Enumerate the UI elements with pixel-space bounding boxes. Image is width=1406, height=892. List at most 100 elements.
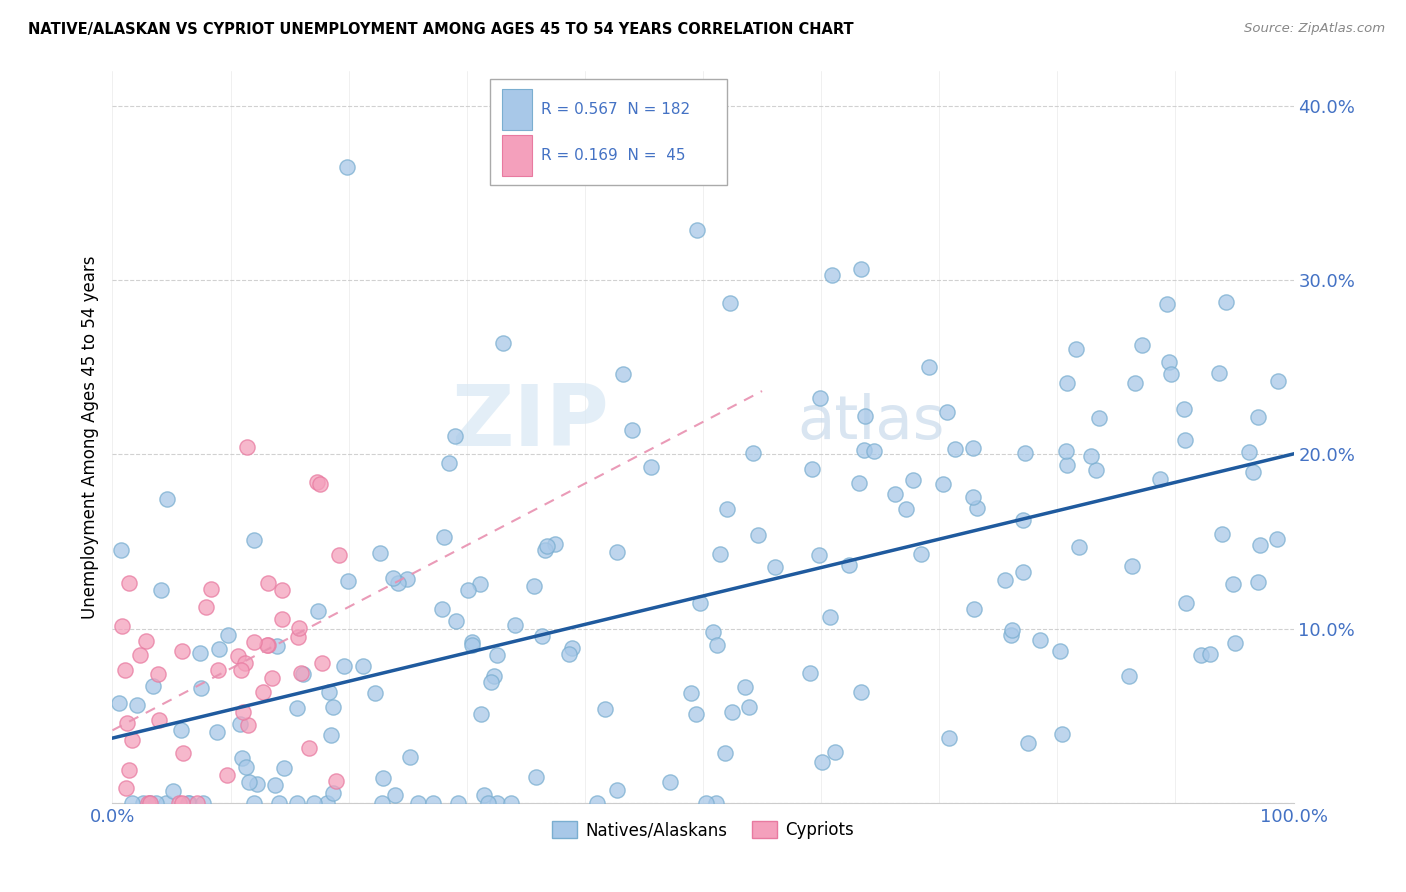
Point — [215, 768, 238, 782]
Point — [382, 571, 405, 585]
Point — [1159, 355, 1181, 369]
Point — [1017, 736, 1039, 750]
Point — [679, 685, 702, 699]
Point — [325, 774, 347, 789]
Point — [485, 796, 508, 810]
Point — [560, 640, 582, 655]
Point — [943, 442, 966, 456]
Text: NATIVE/ALASKAN VS CYPRIOT UNEMPLOYMENT AMONG AGES 45 TO 54 YEARS CORRELATION CHA: NATIVE/ALASKAN VS CYPRIOT UNEMPLOYMENT A… — [28, 22, 853, 37]
Point — [232, 706, 254, 720]
Point — [169, 796, 191, 810]
Point — [290, 666, 312, 681]
Point — [472, 788, 495, 802]
Point — [492, 336, 515, 351]
Point — [1222, 577, 1244, 591]
Point — [368, 546, 391, 560]
Point — [485, 648, 508, 662]
Point — [807, 548, 830, 562]
Point — [117, 763, 139, 777]
Point — [1199, 648, 1222, 662]
Point — [135, 634, 157, 648]
Text: R = 0.169  N =  45: R = 0.169 N = 45 — [541, 148, 686, 163]
Point — [461, 635, 484, 649]
Point — [963, 601, 986, 615]
Point — [1054, 444, 1077, 458]
Point — [208, 642, 231, 657]
Point — [235, 440, 257, 454]
Point — [139, 796, 162, 810]
Point — [256, 638, 278, 652]
Point — [689, 596, 711, 610]
Point — [855, 409, 877, 423]
Point — [145, 796, 167, 810]
Point — [1156, 297, 1178, 311]
Point — [470, 706, 492, 721]
Point — [285, 701, 308, 715]
Point — [838, 558, 860, 572]
Point — [108, 696, 131, 710]
Point — [364, 686, 387, 700]
Point — [606, 545, 628, 559]
Point — [1247, 410, 1270, 425]
Point — [479, 674, 502, 689]
Point — [1265, 532, 1288, 546]
Point — [352, 658, 374, 673]
Point — [849, 262, 872, 277]
Point — [1064, 342, 1087, 356]
Point — [328, 548, 350, 562]
Point — [659, 775, 682, 789]
Point — [1118, 669, 1140, 683]
Point — [371, 771, 394, 785]
Point — [606, 782, 628, 797]
Point — [148, 713, 170, 727]
Point — [242, 796, 264, 810]
Point — [155, 796, 177, 810]
Point — [193, 796, 215, 810]
Point — [115, 715, 138, 730]
Point — [1084, 463, 1107, 477]
Point — [721, 706, 744, 720]
Point — [217, 628, 239, 642]
Point — [734, 680, 756, 694]
Point — [901, 473, 924, 487]
Point — [612, 367, 634, 381]
Point — [586, 796, 609, 810]
Point — [322, 700, 344, 714]
Point — [821, 268, 844, 283]
Point — [962, 491, 984, 505]
Point — [884, 487, 907, 501]
Point — [595, 702, 617, 716]
Point — [242, 634, 264, 648]
Point — [333, 658, 356, 673]
Text: Source: ZipAtlas.com: Source: ZipAtlas.com — [1244, 22, 1385, 36]
Point — [172, 644, 194, 658]
Point — [114, 663, 136, 677]
Point — [932, 476, 955, 491]
Point — [149, 582, 172, 597]
Point — [1175, 596, 1198, 610]
Point — [229, 716, 252, 731]
Point — [205, 725, 228, 739]
Point — [747, 527, 769, 541]
Point — [709, 547, 731, 561]
Point — [291, 667, 314, 681]
Point — [523, 579, 546, 593]
Point — [162, 784, 184, 798]
Point — [534, 543, 557, 558]
Point — [190, 681, 212, 695]
Point — [994, 573, 1017, 587]
Point — [271, 582, 294, 597]
Point — [818, 610, 841, 624]
Point — [170, 723, 193, 737]
Point — [406, 796, 429, 810]
Point — [853, 443, 876, 458]
FancyBboxPatch shape — [502, 136, 531, 176]
Point — [322, 787, 344, 801]
Point — [207, 663, 229, 677]
Point — [702, 624, 724, 639]
Point — [1208, 367, 1230, 381]
Point — [387, 576, 409, 591]
Point — [319, 728, 342, 742]
Legend: Natives/Alaskans, Cypriots: Natives/Alaskans, Cypriots — [546, 814, 860, 846]
Point — [446, 796, 468, 810]
